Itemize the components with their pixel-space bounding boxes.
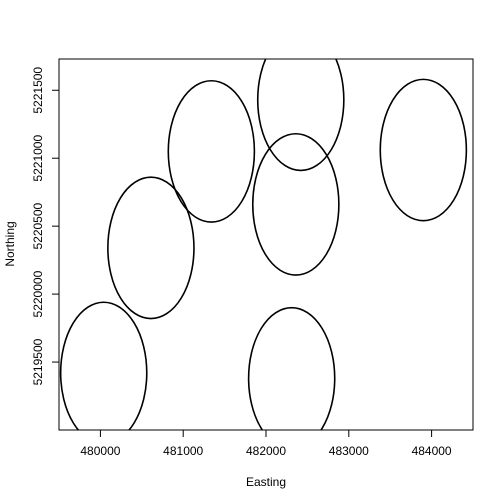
x-tick-label: 480000 bbox=[80, 444, 120, 458]
circle-mark-1 bbox=[59, 301, 148, 430]
circle-mark-2 bbox=[107, 176, 195, 320]
y-axis: 5219500 5220000 5220500 5221000 5221500 bbox=[31, 67, 59, 385]
y-tick-label: 5219500 bbox=[31, 338, 45, 385]
plot-frame bbox=[58, 58, 474, 431]
circle-mark-5 bbox=[251, 132, 340, 276]
circle-mark-4 bbox=[256, 59, 345, 172]
x-axis: 480000 481000 482000 483000 484000 bbox=[80, 430, 452, 458]
circle-mark-3 bbox=[167, 79, 256, 223]
x-tick-label: 481000 bbox=[163, 444, 203, 458]
y-tick-label: 5220500 bbox=[31, 202, 45, 249]
x-tick-label: 483000 bbox=[329, 444, 369, 458]
y-tick-label: 5221000 bbox=[31, 135, 45, 182]
y-tick-label: 5221500 bbox=[31, 67, 45, 114]
y-axis-title: Northing bbox=[3, 221, 17, 266]
x-tick-label: 482000 bbox=[246, 444, 286, 458]
circle-layer bbox=[59, 59, 468, 430]
circle-mark-6 bbox=[379, 78, 468, 222]
circle-mark-7 bbox=[247, 306, 336, 430]
x-tick-label: 484000 bbox=[412, 444, 452, 458]
y-tick-label: 5220000 bbox=[31, 270, 45, 317]
x-axis-title: Easting bbox=[246, 475, 286, 489]
